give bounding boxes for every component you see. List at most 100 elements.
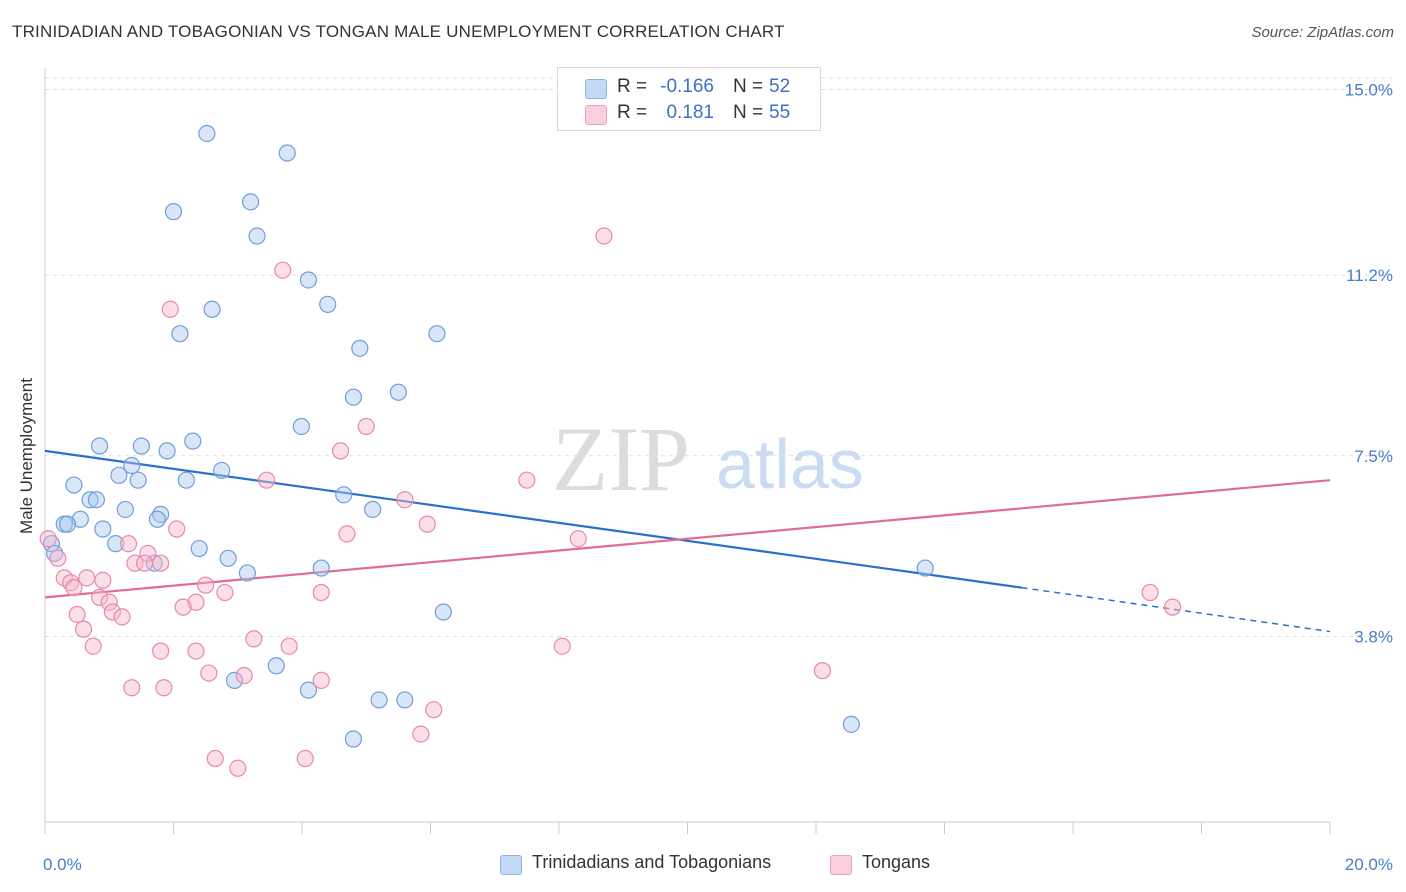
trinidadian-point [364, 500, 382, 519]
trinidadian-point [916, 559, 934, 577]
tongan-point [312, 583, 330, 602]
bottom-legend-swatch-pink [830, 855, 852, 875]
trinidadian-point [184, 432, 202, 450]
tongan-point [412, 725, 430, 743]
trinidadian-trend-line [44, 449, 1022, 589]
trinidadian-point [248, 227, 266, 245]
tick-labels: 3.8% 7.5% 11.2% 15.0% 0.0% 20.0% [43, 81, 1393, 874]
zipatlas-watermark: ZIP atlas [552, 408, 864, 510]
trinidadian-point [278, 144, 296, 162]
trinidadian-point [344, 730, 362, 748]
watermark-zip: ZIP [552, 408, 690, 510]
y-tick-label: 3.8% [1354, 627, 1393, 646]
trinidadian-point [428, 325, 446, 343]
bottom-legend-label: Tongans [862, 852, 931, 872]
trinidadian-point [123, 456, 141, 475]
correlation-legend: R = -0.166 N = 52 R = 0.181 N = 55 [557, 67, 821, 131]
tongan-point [94, 571, 112, 589]
tongan-point [245, 630, 263, 648]
trinidadian-point [396, 691, 414, 709]
legend-n-value: 52 [769, 76, 791, 97]
tongan-point [206, 749, 224, 768]
x-tick-label: 0.0% [43, 855, 82, 874]
tongan-point [595, 227, 613, 245]
watermark-atlas: atlas [716, 425, 864, 503]
tongan-point [139, 544, 157, 563]
bottom-legend-label: Trinidadians and Tobagonians [532, 852, 772, 872]
tongan-trend-line [44, 479, 1331, 599]
tongan-point [418, 515, 436, 533]
trend-lines [44, 449, 1331, 633]
trinidadian-point [164, 203, 183, 221]
trinidadian-point [319, 295, 337, 313]
trinidadian-point [42, 535, 61, 553]
tongan-point [1163, 598, 1182, 616]
trinidadian-point [94, 520, 112, 538]
chart-title: TRINIDADIAN AND TOBAGONIAN VS TONGAN MAL… [12, 22, 785, 41]
trinidadian-point [58, 515, 77, 533]
trinidadian-trend-extension [1021, 586, 1331, 633]
tongan-point [119, 535, 138, 553]
tongan-point [68, 605, 86, 624]
trinidadian-point [225, 671, 244, 689]
trinidadian-point [65, 476, 83, 494]
trinidadian-point [132, 437, 150, 455]
trinidadian-point [267, 657, 285, 675]
tongan-point [187, 642, 205, 660]
trinidadian-point [177, 471, 195, 489]
tongan-point [152, 554, 170, 572]
y-tick-label: 15.0% [1345, 81, 1393, 100]
source-label: Source: ZipAtlas.com [1251, 24, 1394, 41]
legend-n-label: N = [733, 76, 764, 97]
tongan-point [126, 554, 144, 572]
tongan-point [161, 300, 179, 318]
trinidadian-point [148, 510, 167, 528]
trinidadian-point [312, 559, 330, 577]
tongan-point [65, 579, 83, 597]
tongan-point [168, 520, 186, 538]
trinidadian-point [91, 437, 109, 455]
tongan-point [425, 701, 443, 719]
legend-row-tongan: R = 0.181 N = 55 [558, 102, 820, 128]
tongan-point [396, 491, 414, 509]
tongan-point [518, 471, 536, 489]
trinidadian-point [238, 564, 256, 582]
trinidadian-point [434, 603, 452, 621]
legend-swatch-pink [585, 105, 607, 125]
trinidadian-point [370, 691, 388, 709]
trinidadian-point [71, 510, 89, 528]
tongan-point [258, 471, 276, 489]
trinidadian-point [152, 505, 170, 523]
tongan-point [103, 603, 122, 621]
trinidadian-point [110, 466, 128, 484]
legend-n-label: N = [733, 102, 764, 123]
y-tick-label: 11.2% [1346, 266, 1393, 285]
legend-r-value: -0.166 [660, 76, 714, 97]
axes [44, 68, 1331, 834]
tongan-point [357, 417, 375, 436]
x-tick-label: 20.0% [1345, 855, 1393, 874]
trinidadian-point [129, 471, 147, 489]
trinidadian-point [46, 544, 64, 563]
trinidadian-point [219, 549, 237, 567]
tongan-point [174, 598, 192, 616]
trinidadian-point [107, 535, 125, 553]
tongan-point [338, 525, 356, 543]
tongan-point [62, 574, 80, 592]
tongan-point [280, 637, 298, 655]
legend-n-value: 55 [769, 102, 791, 123]
trinidadian-point [203, 300, 221, 318]
legend-r-value: 0.181 [666, 102, 714, 123]
tongan-point [84, 637, 102, 655]
trinidadian-point [213, 461, 231, 480]
tongan-point [39, 530, 57, 548]
y-tick-label: 7.5% [1354, 447, 1393, 466]
tongan-point [152, 642, 170, 660]
trinidadian-point [87, 491, 106, 509]
trinidadian-point [198, 124, 216, 143]
tongan-point [197, 576, 215, 594]
tongan-point [135, 554, 154, 572]
tongan-point [331, 442, 350, 460]
tongan-point [274, 261, 292, 279]
tongan-point [312, 671, 330, 689]
